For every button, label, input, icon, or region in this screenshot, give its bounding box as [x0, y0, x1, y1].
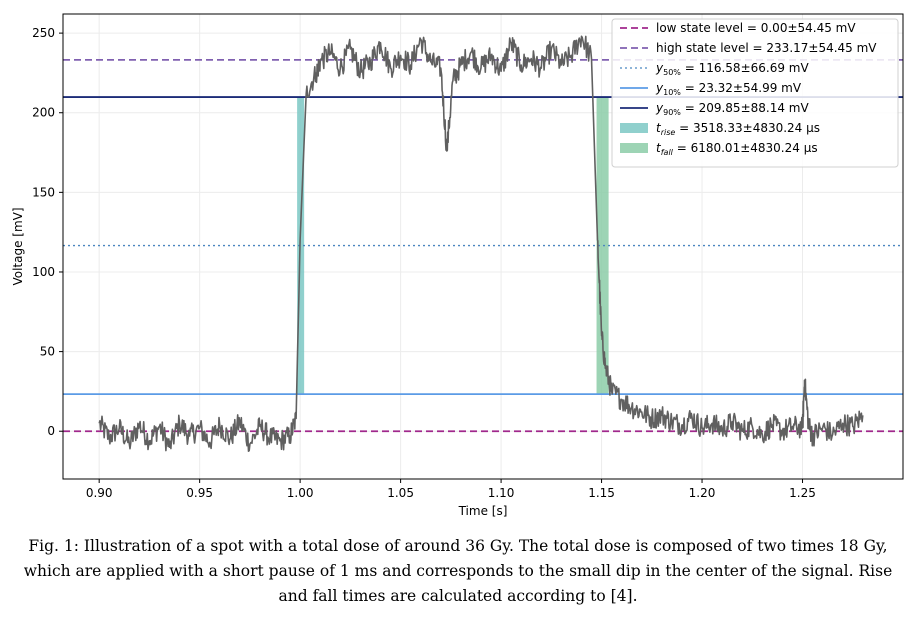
legend-label: y10% = 23.32±54.99 mV: [655, 81, 802, 97]
signal-trace: [98, 35, 864, 453]
x-tick-label: 1.15: [588, 486, 615, 500]
legend-box: [611, 18, 899, 168]
legend-label: y50% = 116.58±66.69 mV: [655, 61, 809, 77]
legend-span-swatch: [620, 143, 648, 153]
y-tick-label: 200: [32, 106, 55, 120]
fall-span: [596, 97, 609, 395]
axis-ticks: 0.90 0.95 1.00 1.05 1.10 1.15 1.20 1.25 0 50 100 15…: [32, 26, 816, 500]
figure-caption: Fig. 1: Illustration of a spot with a to…: [23, 537, 893, 605]
chart-figure: 0.90 0.95 1.00 1.05 1.10 1.15 1.20 1.25 0 50 100 15…: [11, 13, 904, 518]
legend-label: y90% = 209.85±88.14 mV: [655, 101, 809, 117]
x-tick-label: 1.00: [287, 486, 314, 500]
y-axis-label: Voltage [mV]: [11, 207, 25, 285]
legend-span-swatch: [620, 123, 648, 133]
y-tick-label: 100: [32, 265, 55, 279]
x-tick-label: 1.25: [789, 486, 816, 500]
legend-label: tfall = 6180.01±4830.24 µs: [656, 141, 818, 157]
signal-line: [98, 35, 864, 453]
x-tick-label: 1.10: [488, 486, 515, 500]
legend-label: high state level = 233.17±54.45 mV: [656, 41, 877, 55]
voltage-time-chart: 0.90 0.95 1.00 1.05 1.10 1.15 1.20 1.25 0 50 100 15…: [11, 13, 904, 518]
y-tick-label: 0: [47, 424, 55, 438]
x-tick-label: 0.95: [186, 486, 213, 500]
x-tick-label: 1.05: [387, 486, 414, 500]
plot-frame: [62, 13, 904, 480]
legend: low state level = 0.00±54.45 mV high stat…: [611, 18, 899, 168]
y-tick-label: 50: [40, 345, 55, 359]
x-tick-label: 1.20: [689, 486, 716, 500]
y-tick-label: 150: [32, 185, 55, 199]
x-tick-label: 0.90: [86, 486, 113, 500]
legend-label: low state level = 0.00±54.45 mV: [656, 21, 856, 35]
y-tick-label: 250: [32, 26, 55, 40]
legend-label: trise = 3518.33±4830.24 µs: [656, 121, 820, 137]
x-axis-label: Time [s]: [458, 504, 508, 518]
